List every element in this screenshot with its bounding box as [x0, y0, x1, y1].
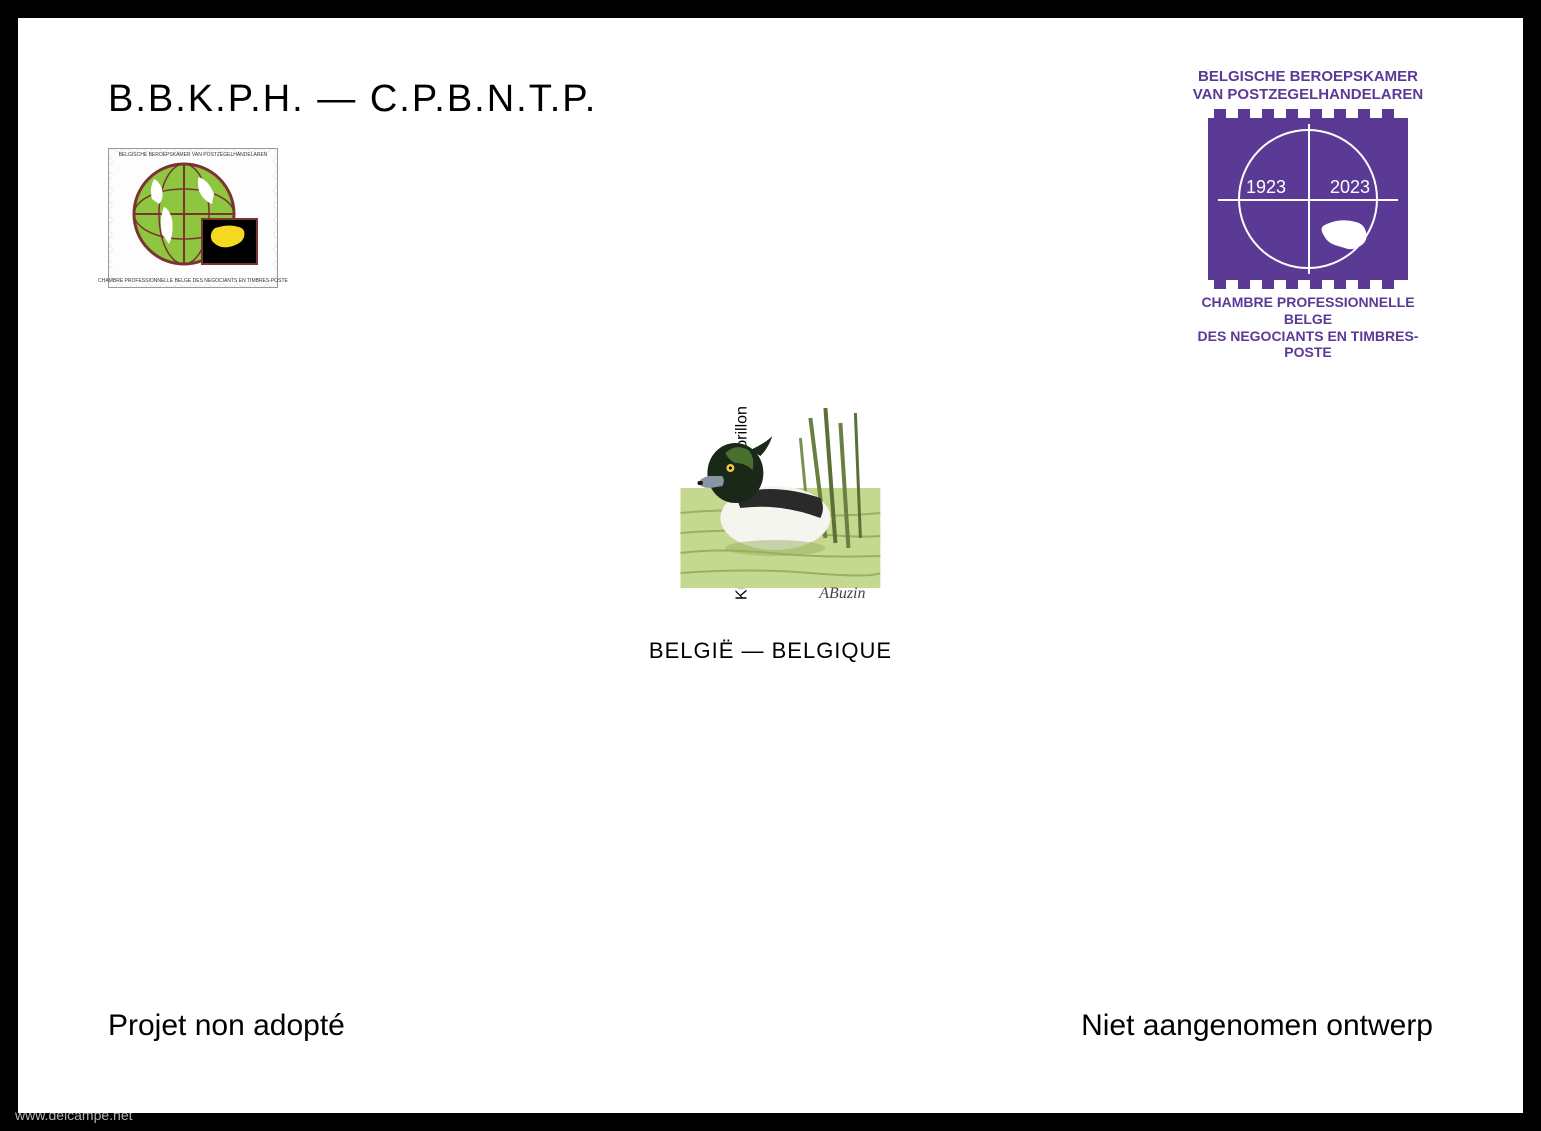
left-logo-stamp-frame: BELGISCHE BEROEPSKAMER VAN POSTZEGELHAND… [108, 148, 278, 288]
left-logo-text-top: BELGISCHE BEROEPSKAMER VAN POSTZEGELHAND… [119, 152, 268, 158]
belgium-map-icon [1318, 214, 1373, 254]
right-logo-text-bottom: CHAMBRE PROFESSIONNELLE BELGE DES NEGOCI… [1183, 294, 1433, 361]
watermark: www.delcampe.net [15, 1107, 133, 1123]
right-logo-text-top: BELGISCHE BEROEPSKAMER VAN POSTZEGELHAND… [1183, 68, 1433, 104]
stamp-image-container: Kuifeend - Fuligule morillon [656, 388, 886, 618]
right-logo-text-line1: BELGISCHE BEROEPSKAMER [1183, 68, 1433, 86]
header-title: B.B.K.P.H. — C.P.B.N.T.P. [108, 78, 597, 121]
left-organization-logo: BELGISCHE BEROEPSKAMER VAN POSTZEGELHAND… [108, 148, 278, 288]
country-label: BELGIË — BELGIQUE [649, 638, 892, 664]
duck-illustration [681, 388, 881, 588]
globe-icon [124, 159, 264, 279]
footer-text-french: Projet non adopté [108, 1009, 345, 1043]
right-logo-text-line3: CHAMBRE PROFESSIONNELLE BELGE [1183, 294, 1433, 328]
artist-signature: ABuzin [819, 585, 865, 603]
right-organization-logo: BELGISCHE BEROEPSKAMER VAN POSTZEGELHAND… [1183, 68, 1433, 348]
left-logo-text-bottom: CHAMBRE PROFESSIONNELLE BELGE DES NEGOCI… [98, 278, 288, 284]
right-logo-text-line2: VAN POSTZEGELHANDELAREN [1183, 86, 1433, 104]
anniversary-year-start: 1923 [1246, 177, 1286, 198]
right-logo-text-line4: DES NEGOCIANTS EN TIMBRES-POSTE [1183, 328, 1433, 362]
center-stamp-design: Kuifeend - Fuligule morillon [649, 388, 892, 664]
right-logo-stamp: 1923 2023 [1208, 109, 1408, 289]
footer-text-dutch: Niet aangenomen ontwerp [1081, 1009, 1433, 1043]
document-page: B.B.K.P.H. — C.P.B.N.T.P. BELGISCHE BERO… [18, 18, 1523, 1113]
anniversary-year-end: 2023 [1330, 177, 1370, 198]
